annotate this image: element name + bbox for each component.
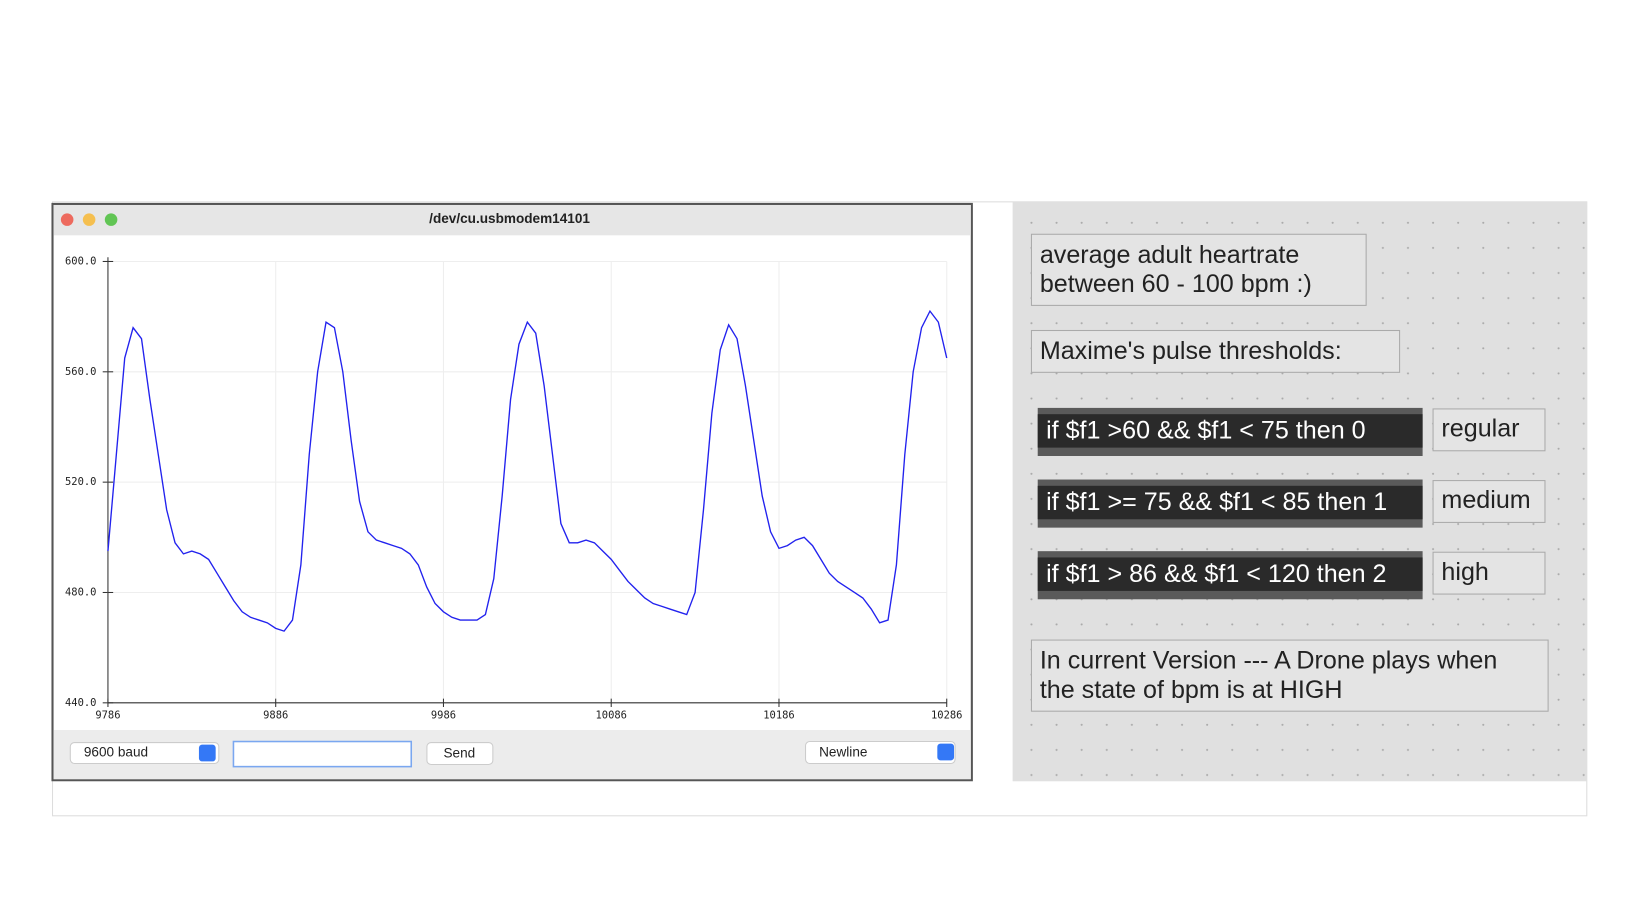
expr-text: if $f1 >= 75 && $f1 < 85 then 1: [1046, 488, 1387, 516]
baud-label: 9600 baud: [84, 745, 148, 760]
message-box[interactable]: [1432, 408, 1546, 452]
line-ending-label: Newline: [819, 745, 867, 760]
comment-box[interactable]: [1030, 639, 1549, 712]
comment-text: the state of bpm is at HIGH: [1040, 676, 1343, 704]
y-tick-label: 440.0: [65, 697, 96, 709]
expr-object-body: [1037, 414, 1423, 448]
comment-text: between 60 - 100 bpm :): [1040, 270, 1312, 298]
baud-select[interactable]: [69, 742, 220, 765]
select-arrow: [198, 744, 216, 762]
x-tick-label: 10186: [763, 709, 794, 721]
expr-text: if $f1 > 86 && $f1 < 120 then 2: [1046, 560, 1386, 588]
rules: if $f1 >60 && $f1 < 75 then 0 regular if $…: [1037, 407, 1546, 600]
send-button[interactable]: [426, 742, 494, 766]
message-text: regular: [1441, 414, 1519, 442]
select-arrow: [937, 743, 955, 761]
message-box[interactable]: [1432, 480, 1546, 523]
send-label: Send: [443, 746, 475, 761]
window-title: /dev/cu.usbmodem14101: [429, 211, 590, 226]
y-tick-label: 520.0: [65, 476, 96, 488]
y-tick-label: 600.0: [65, 255, 96, 267]
zoom-button[interactable]: [104, 213, 118, 226]
data-line: [107, 309, 948, 632]
message-box[interactable]: [1432, 551, 1546, 595]
y-tick-label: 560.0: [65, 366, 96, 378]
comment-box[interactable]: [1030, 329, 1401, 373]
x-tick-label: 10286: [931, 709, 962, 721]
comment-text: In current Version --- A Drone plays whe…: [1040, 647, 1497, 675]
expr-object-body: [1037, 485, 1423, 520]
comment-text: average adult heartrate: [1040, 241, 1299, 269]
plot: 440.0 480.0 520.0 560.0 600.0 9786 9886 9986 100…: [65, 255, 962, 721]
title-bar: [53, 204, 971, 236]
x-tick-label: 9986: [431, 709, 456, 721]
line-ending-select[interactable]: [805, 740, 956, 765]
comment-box[interactable]: [1030, 233, 1367, 306]
x-tick-label: 9886: [263, 709, 288, 721]
expr-text: if $f1 >60 && $f1 < 75 then 0: [1046, 417, 1366, 445]
minimize-button[interactable]: [82, 213, 96, 226]
expr-object-body: [1037, 557, 1423, 591]
x-tick-label: 10086: [596, 709, 627, 721]
serial-window: [51, 202, 973, 782]
x-tick-label: 9786: [95, 709, 120, 721]
message-text: medium: [1441, 486, 1530, 514]
message-text: high: [1441, 558, 1488, 586]
y-tick-label: 480.0: [65, 586, 96, 598]
comment-text: Maxime's pulse thresholds:: [1040, 337, 1342, 365]
input-field[interactable]: [232, 740, 413, 768]
close-button[interactable]: [60, 213, 74, 226]
